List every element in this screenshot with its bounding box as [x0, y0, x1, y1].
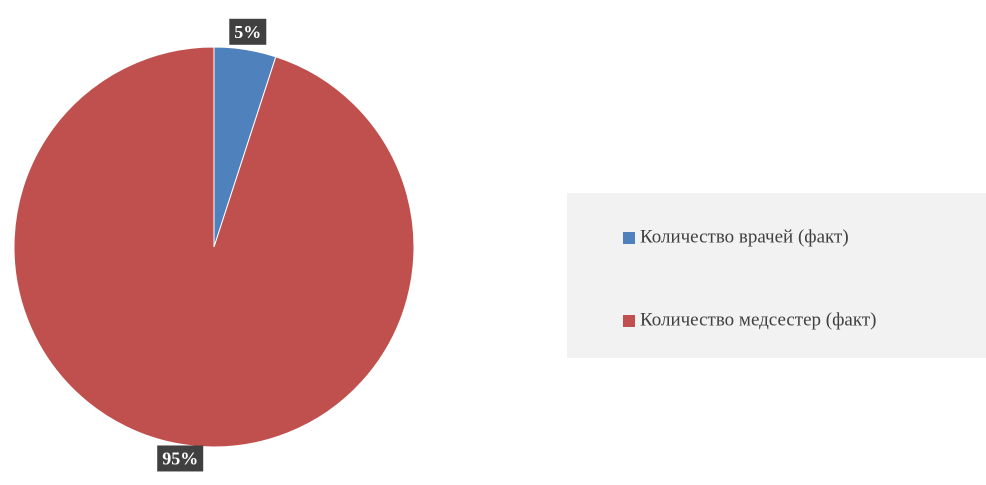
pie-slice: [13, 46, 415, 448]
data-label-bg: [229, 18, 267, 45]
data-label-bg: [157, 445, 204, 472]
data-label-text: 5%: [234, 22, 261, 42]
legend-swatch: [623, 315, 635, 327]
data-label: 5%: [229, 18, 267, 45]
data-label-text: 95%: [162, 448, 198, 468]
legend-box: [567, 193, 986, 358]
legend-label: Количество медсестер (факт): [640, 309, 876, 330]
legend-label: Количество врачей (факт): [640, 226, 849, 247]
data-label: 95%: [157, 445, 204, 472]
legend-swatch: [623, 232, 635, 244]
